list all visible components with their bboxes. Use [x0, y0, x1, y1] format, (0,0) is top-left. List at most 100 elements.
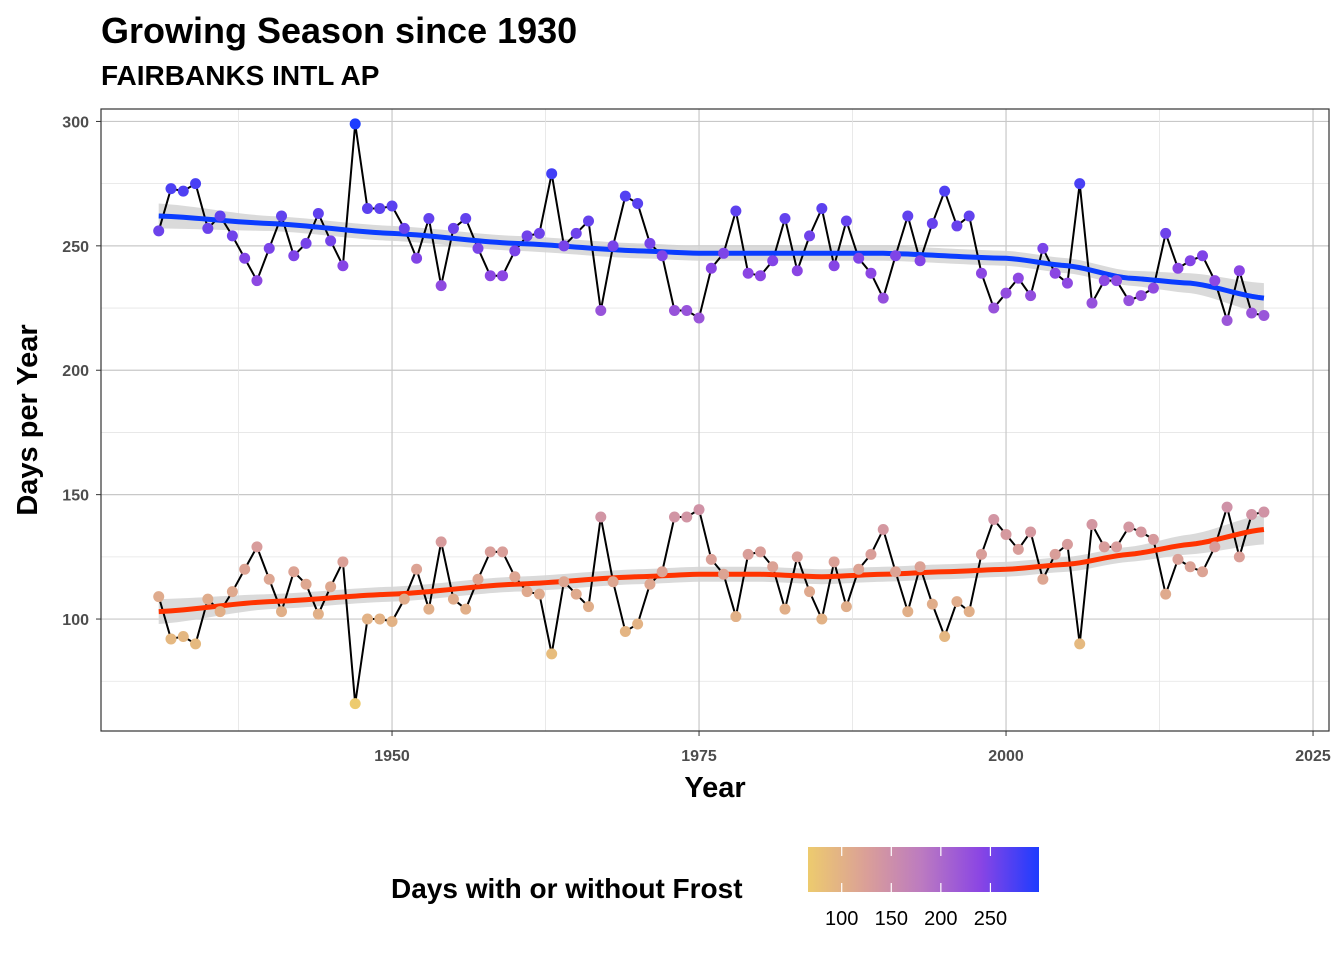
data-point [1049, 267, 1061, 279]
colorbar-tick-label: 250 [974, 908, 1007, 930]
data-point [570, 588, 582, 600]
data-point [1049, 548, 1061, 560]
data-point [890, 250, 902, 262]
data-point [902, 210, 914, 222]
data-point [1086, 297, 1098, 309]
data-point [816, 203, 828, 215]
data-point [853, 563, 865, 575]
data-point [1037, 242, 1049, 254]
data-point [165, 183, 177, 195]
y-tick-label: 200 [62, 363, 89, 380]
x-tick-label: 1950 [374, 748, 410, 765]
data-point [460, 212, 472, 224]
data-point [644, 578, 656, 590]
data-point [816, 613, 828, 625]
chart-title: Growing Season since 1930 [101, 10, 578, 51]
data-point [791, 265, 803, 277]
data-point [484, 546, 496, 558]
data-point [742, 548, 754, 560]
data-point [975, 548, 987, 560]
data-point [288, 250, 300, 262]
x-tick-label: 1975 [681, 748, 717, 765]
data-point [767, 255, 779, 267]
data-point [1147, 533, 1159, 545]
data-point [865, 267, 877, 279]
data-point [190, 638, 202, 650]
data-point [926, 217, 938, 229]
data-point [386, 200, 398, 212]
data-point [398, 593, 410, 605]
data-point [718, 247, 730, 259]
data-point [177, 185, 189, 197]
trend-line-1 [158, 526, 1265, 615]
data-point [951, 220, 963, 232]
data-point [1160, 588, 1172, 600]
plot-border [100, 108, 1330, 732]
data-point [398, 222, 410, 234]
data-point [705, 553, 717, 565]
data-point [521, 230, 533, 242]
data-point [190, 178, 202, 190]
colorbar-tick-label: 150 [875, 908, 908, 930]
data-point [1246, 307, 1258, 319]
data-point [226, 230, 238, 242]
data-point [1111, 541, 1123, 553]
data-point [300, 578, 312, 590]
data-point [509, 245, 521, 257]
data-point [533, 588, 545, 600]
data-point [1221, 501, 1233, 513]
data-point [779, 212, 791, 224]
data-point [730, 205, 742, 217]
data-point [963, 210, 975, 222]
data-point [939, 185, 951, 197]
data-point [411, 563, 423, 575]
data-point [975, 267, 987, 279]
data-point [914, 255, 926, 267]
data-point [1221, 314, 1233, 326]
data-point [668, 511, 680, 523]
data-point [276, 606, 288, 618]
data-point [1098, 541, 1110, 553]
data-point [202, 222, 214, 234]
data-point [840, 215, 852, 227]
data-point [312, 207, 324, 219]
colorbar [808, 847, 1039, 892]
data-point [325, 235, 337, 247]
data-point [1147, 282, 1159, 294]
data-point [779, 603, 791, 615]
data-point [558, 576, 570, 588]
data-point [853, 252, 865, 264]
data-point [742, 267, 754, 279]
data-point [1197, 250, 1209, 262]
data-point [214, 210, 226, 222]
data-point [546, 648, 558, 660]
data-point [644, 237, 656, 249]
data-point [497, 270, 509, 282]
data-point [607, 576, 619, 588]
data-point [361, 613, 373, 625]
data-point [509, 571, 521, 583]
data-point [804, 230, 816, 242]
y-tick-label: 100 [62, 612, 89, 629]
data-point [349, 698, 361, 710]
x-tick-label: 2025 [1295, 748, 1331, 765]
data-point [668, 305, 680, 317]
data-point [1160, 227, 1172, 239]
data-point [1037, 573, 1049, 585]
data-point [214, 606, 226, 618]
data-point [583, 601, 595, 613]
data-point [386, 616, 398, 628]
data-point [263, 242, 275, 254]
data-point [558, 240, 570, 252]
data-point [705, 262, 717, 274]
data-point [1000, 287, 1012, 299]
data-point [325, 581, 337, 593]
data-point [546, 168, 558, 180]
data-point [1172, 553, 1184, 565]
data-point [435, 280, 447, 292]
data-point [1246, 509, 1258, 521]
data-point [1098, 275, 1110, 287]
data-point [1061, 277, 1073, 289]
data-point [730, 611, 742, 623]
